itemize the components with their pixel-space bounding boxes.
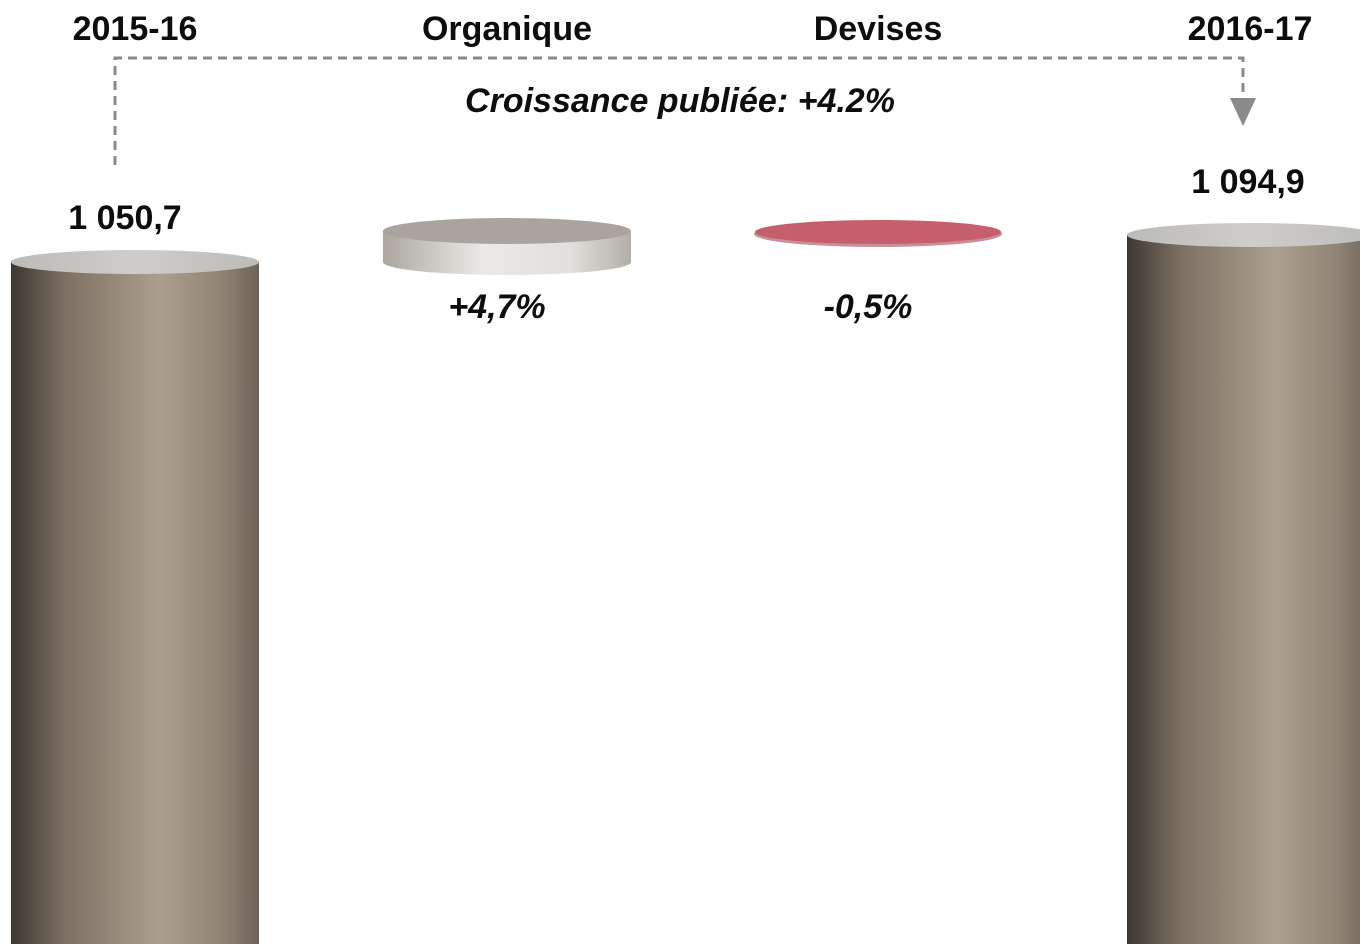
value-label-devises: -0,5% <box>824 288 913 326</box>
bar-2016-17 <box>1127 223 1360 944</box>
bar-2015-16 <box>11 250 259 944</box>
bar-organique-top <box>383 218 631 244</box>
bar-2016-17-top <box>1127 223 1360 247</box>
category-label-devises: Devises <box>814 10 943 48</box>
bar-organique <box>383 218 631 275</box>
reported-growth-annotation: Croissance publiée: +4.2% <box>465 82 895 120</box>
value-label-organique: +4,7% <box>448 288 545 326</box>
bar-devises-top <box>755 220 1001 244</box>
bar-2016-17-body <box>1127 235 1360 944</box>
growth-connector-line <box>113 56 1245 165</box>
value-label-2015-16: 1 050,7 <box>68 199 181 237</box>
bar-devises <box>754 220 1002 247</box>
category-label-2015-16: 2015-16 <box>73 10 198 48</box>
category-label-organique: Organique <box>422 10 592 48</box>
growth-arrow-head <box>1230 98 1256 126</box>
bar-2015-16-body <box>11 262 259 944</box>
value-label-2016-17: 1 094,9 <box>1191 163 1304 201</box>
bar-2015-16-top <box>11 250 259 274</box>
category-label-2016-17: 2016-17 <box>1188 10 1313 48</box>
